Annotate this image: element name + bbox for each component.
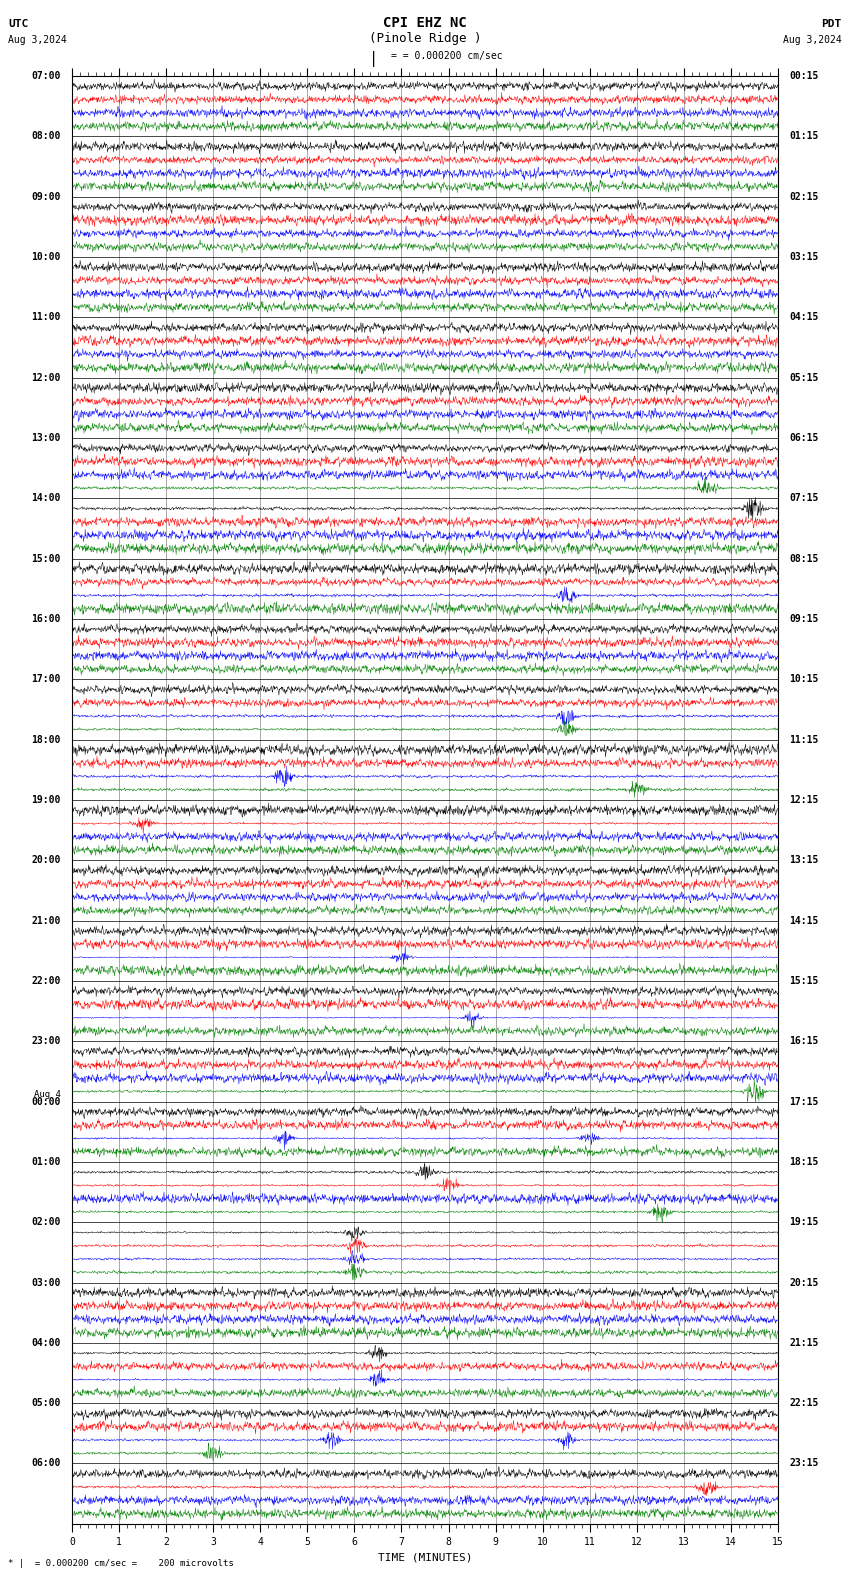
Text: Aug 4: Aug 4	[34, 1090, 60, 1099]
Text: = = 0.000200 cm/sec: = = 0.000200 cm/sec	[391, 51, 502, 60]
Text: 03:00: 03:00	[31, 1278, 60, 1288]
Text: (Pinole Ridge ): (Pinole Ridge )	[369, 32, 481, 44]
Text: 07:15: 07:15	[790, 493, 819, 504]
Text: Aug 3,2024: Aug 3,2024	[8, 35, 67, 44]
Text: 11:00: 11:00	[31, 312, 60, 322]
Text: 00:00: 00:00	[31, 1096, 60, 1107]
Text: 20:00: 20:00	[31, 855, 60, 865]
Text: 10:15: 10:15	[790, 675, 819, 684]
Text: 03:15: 03:15	[790, 252, 819, 261]
Text: 01:15: 01:15	[790, 131, 819, 141]
Text: 17:15: 17:15	[790, 1096, 819, 1107]
Text: 09:00: 09:00	[31, 192, 60, 201]
Text: 18:15: 18:15	[790, 1156, 819, 1167]
Text: 15:00: 15:00	[31, 554, 60, 564]
Text: 19:15: 19:15	[790, 1217, 819, 1228]
Text: 05:15: 05:15	[790, 372, 819, 383]
Text: 23:15: 23:15	[790, 1459, 819, 1468]
Text: 14:00: 14:00	[31, 493, 60, 504]
Text: CPI EHZ NC: CPI EHZ NC	[383, 16, 467, 30]
Text: PDT: PDT	[821, 19, 842, 29]
Text: 00:15: 00:15	[790, 71, 819, 81]
Text: 12:00: 12:00	[31, 372, 60, 383]
Text: 22:15: 22:15	[790, 1399, 819, 1408]
Text: 19:00: 19:00	[31, 795, 60, 805]
Text: 14:15: 14:15	[790, 916, 819, 925]
Text: 02:00: 02:00	[31, 1217, 60, 1228]
Text: 21:00: 21:00	[31, 916, 60, 925]
Text: 15:15: 15:15	[790, 976, 819, 985]
Text: 08:00: 08:00	[31, 131, 60, 141]
Text: 09:15: 09:15	[790, 615, 819, 624]
Text: 02:15: 02:15	[790, 192, 819, 201]
Text: Aug 3,2024: Aug 3,2024	[783, 35, 842, 44]
Text: 20:15: 20:15	[790, 1278, 819, 1288]
Text: 18:00: 18:00	[31, 735, 60, 744]
Text: 16:00: 16:00	[31, 615, 60, 624]
Text: 01:00: 01:00	[31, 1156, 60, 1167]
Text: 22:00: 22:00	[31, 976, 60, 985]
Text: 16:15: 16:15	[790, 1036, 819, 1045]
Text: 06:15: 06:15	[790, 432, 819, 444]
Text: 04:15: 04:15	[790, 312, 819, 322]
Text: 04:00: 04:00	[31, 1338, 60, 1348]
Text: 13:15: 13:15	[790, 855, 819, 865]
Text: 23:00: 23:00	[31, 1036, 60, 1045]
Text: 11:15: 11:15	[790, 735, 819, 744]
Text: 21:15: 21:15	[790, 1338, 819, 1348]
Text: 06:00: 06:00	[31, 1459, 60, 1468]
Text: UTC: UTC	[8, 19, 29, 29]
Text: 17:00: 17:00	[31, 675, 60, 684]
Text: 12:15: 12:15	[790, 795, 819, 805]
X-axis label: TIME (MINUTES): TIME (MINUTES)	[377, 1552, 473, 1562]
Text: 07:00: 07:00	[31, 71, 60, 81]
Text: 05:00: 05:00	[31, 1399, 60, 1408]
Text: |: |	[370, 51, 378, 67]
Text: 10:00: 10:00	[31, 252, 60, 261]
Text: 13:00: 13:00	[31, 432, 60, 444]
Text: 08:15: 08:15	[790, 554, 819, 564]
Text: * |  = 0.000200 cm/sec =    200 microvolts: * | = 0.000200 cm/sec = 200 microvolts	[8, 1559, 235, 1568]
